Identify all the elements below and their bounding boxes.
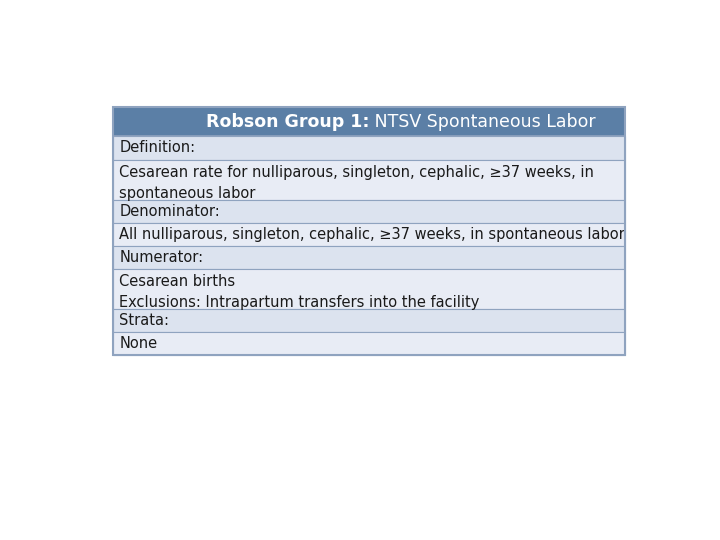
Bar bbox=[113, 269, 625, 309]
Text: Robson Group 1:: Robson Group 1: bbox=[205, 113, 369, 131]
Text: Cesarean rate for nulliparous, singleton, cephalic, ≥37 weeks, in
spontaneous la: Cesarean rate for nulliparous, singleton… bbox=[120, 165, 594, 201]
Text: Numerator:: Numerator: bbox=[120, 250, 204, 265]
Bar bbox=[113, 332, 625, 355]
Bar bbox=[113, 200, 625, 222]
Bar bbox=[113, 309, 625, 332]
Text: Definition:: Definition: bbox=[120, 140, 196, 156]
Text: NTSV Spontaneous Labor: NTSV Spontaneous Labor bbox=[369, 113, 595, 131]
Text: Strata:: Strata: bbox=[120, 313, 169, 328]
Bar bbox=[113, 137, 625, 159]
Bar bbox=[113, 222, 625, 246]
Bar bbox=[113, 159, 625, 200]
Text: All nulliparous, singleton, cephalic, ≥37 weeks, in spontaneous labor: All nulliparous, singleton, cephalic, ≥3… bbox=[120, 227, 625, 242]
Bar bbox=[113, 107, 625, 355]
Bar bbox=[113, 107, 625, 137]
Text: None: None bbox=[120, 336, 158, 351]
Text: Denominator:: Denominator: bbox=[120, 204, 220, 219]
Bar bbox=[113, 246, 625, 269]
Text: Cesarean births
Exclusions: Intrapartum transfers into the facility: Cesarean births Exclusions: Intrapartum … bbox=[120, 274, 480, 310]
